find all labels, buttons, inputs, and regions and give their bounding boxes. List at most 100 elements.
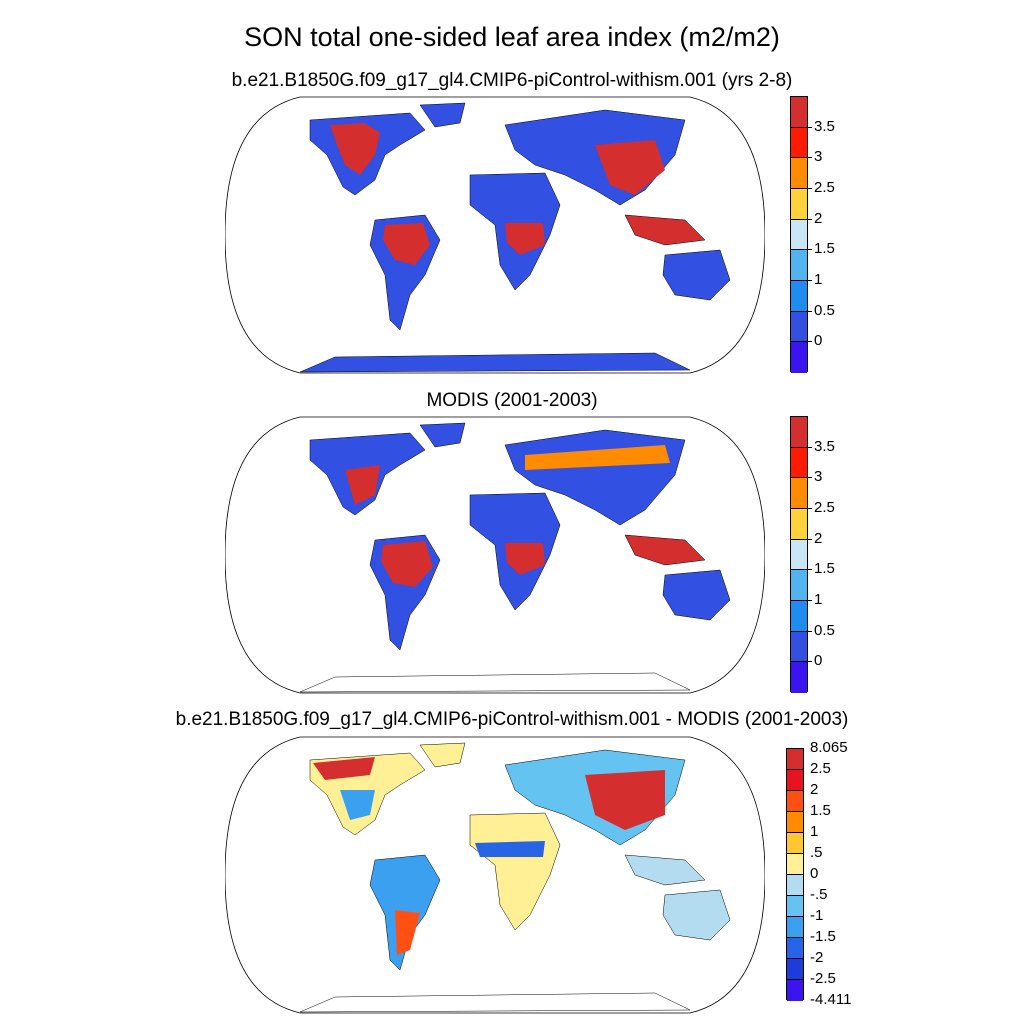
colorbar-segment xyxy=(791,127,807,159)
colorbar-tick xyxy=(808,341,812,343)
greenland xyxy=(419,102,466,128)
colorbar-label: -1 xyxy=(810,907,824,924)
colorbar-label: 2 xyxy=(810,781,819,798)
colorbar-box xyxy=(790,96,808,373)
colorbar-label: .5 xyxy=(810,844,823,861)
colorbar-segment xyxy=(791,158,807,189)
colorbar-segment xyxy=(791,342,807,373)
antarctica-outline xyxy=(299,672,691,693)
greenland xyxy=(419,742,466,768)
colorbar-segment xyxy=(787,896,803,917)
colorbar-segment xyxy=(787,749,803,770)
colorbar-label: 3.5 xyxy=(814,437,835,455)
map-model-lai xyxy=(225,96,765,374)
north-america-forest xyxy=(330,123,380,175)
colorbar-tick xyxy=(808,218,812,220)
colorbar-segment xyxy=(791,447,807,479)
colorbar-tick xyxy=(808,188,812,189)
colorbar-label: 1.5 xyxy=(814,560,835,578)
colorbar-label: 0 xyxy=(810,865,819,882)
congo-forest xyxy=(505,223,545,255)
asia-forest xyxy=(595,140,665,195)
colorbar-segment xyxy=(787,875,803,896)
colorbar-tick xyxy=(808,630,812,632)
colorbar-segment xyxy=(791,600,807,632)
colorbar-segment xyxy=(787,938,803,959)
colorbar-segment xyxy=(791,311,807,343)
colorbar-label: 1.5 xyxy=(814,240,835,258)
antarctica-outline xyxy=(299,992,691,1013)
colorbar-label: -1.5 xyxy=(810,928,836,945)
north-america-negative xyxy=(340,790,375,820)
amazon-forest xyxy=(381,541,433,587)
colorbar-label: 1 xyxy=(814,591,823,608)
colorbar-label: -.5 xyxy=(810,886,828,903)
colorbar-label: 1.5 xyxy=(810,802,831,819)
colorbar-segment xyxy=(791,570,807,601)
colorbar-tick xyxy=(808,126,812,128)
panel-1-subtitle: b.e21.B1850G.f09_g17_gl4.CMIP6-piControl… xyxy=(231,70,793,91)
colorbar-label: -4.411 xyxy=(810,991,852,1008)
colorbar-tick xyxy=(808,508,812,509)
colorbar-segment xyxy=(791,631,807,663)
colorbar-segment xyxy=(787,917,803,938)
se-asia-islands xyxy=(624,214,706,246)
colorbar-tick xyxy=(808,600,812,601)
sahel-negative xyxy=(475,841,545,857)
australia xyxy=(662,569,731,621)
colorbar-tick xyxy=(808,280,812,281)
colorbar-segment xyxy=(787,959,803,980)
map-modis-lai xyxy=(225,416,765,694)
colorbar-segment xyxy=(791,188,807,220)
panel-3-subtitle: b.e21.B1850G.f09_g17_gl4.CMIP6-piControl… xyxy=(175,709,849,730)
congo-forest xyxy=(505,543,545,575)
map-difference xyxy=(225,736,765,1014)
colorbar-label: 3.5 xyxy=(814,117,835,135)
boreal-forest xyxy=(525,445,670,470)
colorbar-segment xyxy=(791,662,807,693)
colorbar-segment xyxy=(791,478,807,509)
colorbar-label: 2 xyxy=(814,209,823,227)
colorbar-segment xyxy=(791,280,807,312)
colorbar-segment xyxy=(787,980,803,1001)
colorbar-label: 0.5 xyxy=(814,301,835,319)
colorbar-segment xyxy=(791,250,807,281)
se-asia-islands xyxy=(624,854,706,886)
colorbar-label: 2.5 xyxy=(814,179,835,196)
colorbar-box xyxy=(786,748,804,1001)
north-america-positive xyxy=(313,757,375,780)
colorbar-segment xyxy=(791,508,807,540)
colorbar-tick xyxy=(808,569,812,571)
colorbar-segment xyxy=(787,770,803,791)
colorbar-tick xyxy=(808,446,812,448)
colorbar-label: -2.5 xyxy=(810,970,836,987)
colorbar-label: 2.5 xyxy=(814,499,835,516)
colorbar-segment xyxy=(791,417,807,448)
colorbar-label: 2.5 xyxy=(810,760,831,777)
colorbar-segment xyxy=(787,791,803,812)
colorbar-tick xyxy=(808,249,812,251)
colorbar-segment xyxy=(787,833,803,854)
south-america-positive xyxy=(395,910,420,955)
colorbar-label: 1 xyxy=(810,823,819,840)
panel-2-subtitle: MODIS (2001-2003) xyxy=(426,390,598,411)
greenland xyxy=(419,422,466,448)
colorbar-label: 3 xyxy=(814,468,823,486)
colorbar-label: -2 xyxy=(810,949,824,966)
colorbar-label: 0 xyxy=(814,332,823,350)
asia-positive xyxy=(585,770,665,830)
colorbar-label: 0.5 xyxy=(814,621,835,639)
colorbar-tick xyxy=(808,661,812,663)
figure-title: SON total one-sided leaf area index (m2/… xyxy=(244,22,780,52)
colorbar-tick xyxy=(808,538,812,540)
colorbar-label: 0 xyxy=(814,652,823,670)
colorbar-segment xyxy=(791,539,807,571)
colorbar-segment xyxy=(787,812,803,833)
north-america-forest xyxy=(345,465,380,505)
colorbar-tick xyxy=(808,157,812,159)
colorbar-tick xyxy=(808,310,812,312)
se-asia-islands xyxy=(624,534,706,566)
australia xyxy=(662,889,731,941)
colorbar-segment xyxy=(791,219,807,251)
antarctica xyxy=(299,352,691,373)
